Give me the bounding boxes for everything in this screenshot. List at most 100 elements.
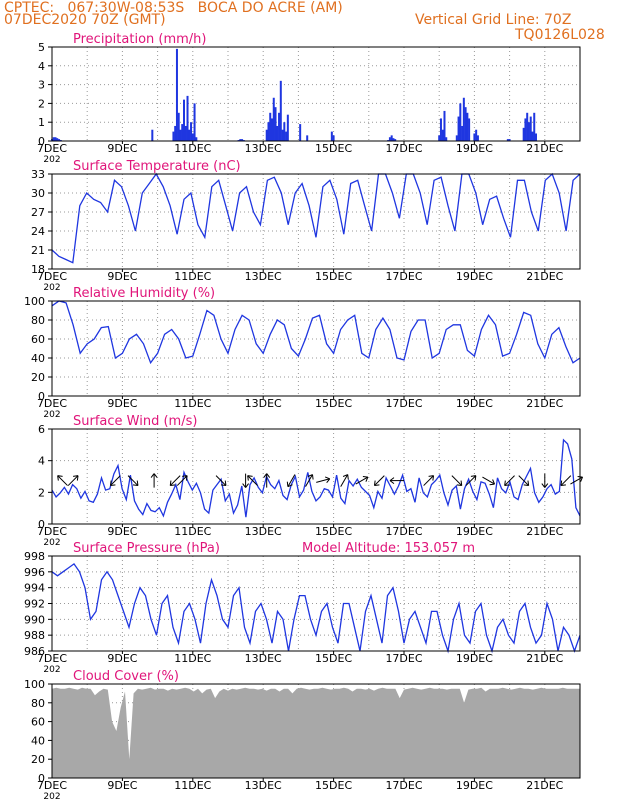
panel-title: Cloud Cover (%)	[73, 669, 179, 684]
precip-bar	[531, 131, 534, 141]
x-year-label: 202	[43, 665, 60, 675]
precip-bar	[179, 129, 182, 141]
precip-bar	[462, 97, 465, 141]
precip-bar	[441, 129, 444, 141]
x-tick-label: 19DEC	[456, 142, 493, 155]
wind-arrow-shaft	[287, 474, 296, 487]
wind-arrow-shaft	[340, 474, 349, 487]
precip-bar	[332, 135, 335, 141]
wind-arrow	[169, 475, 181, 487]
y-tick-label: 60	[31, 333, 45, 346]
x-tick-label: 11DEC	[174, 270, 211, 283]
wind-arrow-shaft	[169, 475, 181, 486]
y-tick-label: 80	[31, 314, 45, 327]
wind-arrow-head	[132, 480, 139, 487]
wind-arrow-head	[324, 476, 331, 484]
x-tick-label: 19DEC	[456, 652, 493, 665]
x-tick-label: 15DEC	[315, 525, 352, 538]
x-year-label: 202	[43, 538, 60, 548]
wind-arrow-shaft	[176, 475, 188, 486]
wind-arrow-head	[489, 479, 496, 486]
x-tick-label: 15DEC	[315, 779, 352, 792]
x-tick-label: 21DEC	[526, 142, 563, 155]
y-tick-label: 0	[38, 390, 45, 403]
y-tick-label: 20	[31, 371, 45, 384]
y-tick-label: 4	[38, 60, 45, 73]
precip-bar	[151, 129, 154, 141]
model-altitude-annotation: Model Altitude: 153.057 m	[302, 541, 475, 556]
wind-arrow-shaft	[374, 475, 385, 486]
wind-arrow	[504, 475, 515, 487]
y-tick-label: 990	[24, 613, 45, 626]
x-tick-label: 13DEC	[245, 779, 282, 792]
precip-bar	[265, 129, 268, 141]
wind-arrow-head	[389, 477, 395, 485]
wind-arrow	[340, 474, 349, 487]
date-line: 07DEC2020 70Z (GMT)	[4, 12, 166, 28]
precip-bar	[56, 138, 59, 141]
wind-arrow	[560, 475, 572, 487]
wind-arrow-shaft	[570, 476, 583, 485]
x-tick-label: 19DEC	[456, 525, 493, 538]
precip-bar	[188, 129, 191, 141]
x-tick-label: 13DEC	[245, 397, 282, 410]
y-tick-label: 100	[24, 678, 45, 691]
x-tick-label: 13DEC	[245, 652, 282, 665]
wind-arrow-head	[286, 481, 293, 488]
x-tick-label: 19DEC	[456, 779, 493, 792]
precip-bar	[193, 103, 196, 141]
precip-bar	[524, 118, 527, 141]
wind-arrow-head	[220, 480, 227, 487]
wind-arrow	[482, 476, 496, 486]
precip-bar	[190, 122, 193, 141]
y-tick-label: 992	[24, 598, 45, 611]
wind-arrow-head	[169, 480, 176, 487]
y-tick-label: 2	[38, 97, 45, 110]
precip-bar	[508, 139, 511, 141]
panel-title: Relative Humidity (%)	[73, 286, 215, 301]
precip-bar	[533, 112, 536, 141]
x-tick-label: 17DEC	[385, 779, 422, 792]
wind-arrow	[570, 476, 584, 485]
precip-bar	[466, 112, 469, 141]
x-year-label: 202	[43, 792, 60, 800]
y-tick-label: 1	[38, 116, 45, 129]
wind-arrow-head	[470, 475, 477, 481]
precip-bar	[459, 103, 462, 141]
wind-arrow-head	[182, 475, 188, 481]
x-tick-label: 9DEC	[107, 270, 137, 283]
precip-bar	[279, 80, 282, 141]
x-tick-label: 7DEC	[37, 779, 67, 792]
panel-title: Precipitation (mm/h)	[73, 32, 206, 47]
panel-cloud: 0 20 40 60 80 100 7DEC202 9DEC 11DEC 13DEC 15DEC 17…	[24, 669, 581, 800]
x-tick-label: 17DEC	[385, 652, 422, 665]
precip-bar	[184, 125, 187, 141]
wind-arrow-shaft	[518, 475, 530, 486]
wind-arrow-head	[456, 480, 463, 487]
y-tick-label: 0	[38, 518, 45, 531]
x-tick-label: 17DEC	[385, 397, 422, 410]
precip-bar	[473, 133, 476, 141]
y-tick-label: 998	[24, 550, 45, 563]
precip-bar	[439, 118, 442, 141]
precip-bar	[390, 135, 393, 141]
pressure-line	[51, 562, 581, 654]
y-tick-label: 996	[24, 566, 45, 579]
grid-note: Vertical Grid Line: 70Z	[415, 12, 572, 28]
precip-bar	[174, 125, 177, 141]
wind-arrow-shaft	[110, 475, 121, 486]
panel-frame	[51, 173, 581, 270]
panel-title: Surface Wind (m/s)	[73, 414, 197, 429]
y-tick-label: 40	[31, 352, 45, 365]
precip-bar	[529, 116, 532, 141]
x-tick-label: 15DEC	[315, 652, 352, 665]
x-tick-label: 13DEC	[245, 270, 282, 283]
wind-arrow-head	[247, 475, 253, 481]
precip-bar	[267, 122, 270, 141]
x-tick-label: 11DEC	[174, 779, 211, 792]
wind-arrow	[242, 473, 250, 488]
precip-bar	[272, 97, 275, 141]
precip-bar	[506, 139, 509, 141]
